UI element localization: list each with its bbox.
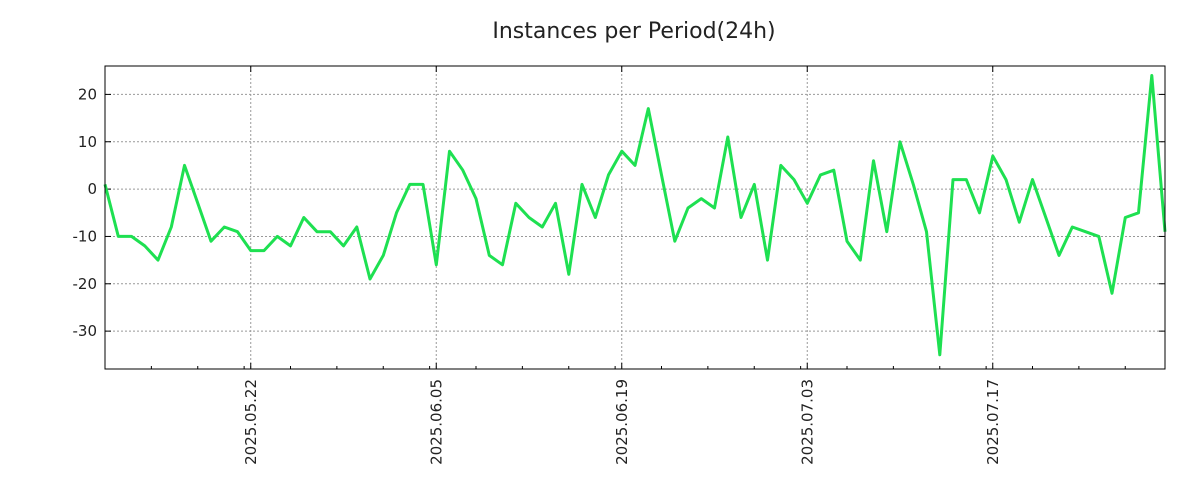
x-tick-label: 2025.06.19 — [613, 379, 631, 465]
series-layer — [103, 74, 1167, 357]
y-tick-label: 0 — [87, 180, 97, 198]
y-axis-ticks: -30 -20 -10 0 10 20 — [73, 85, 1165, 340]
x-tick-label: 2025.07.03 — [798, 379, 816, 465]
x-tick-label: 2025.06.05 — [427, 379, 445, 465]
y-tick-label: -10 — [73, 227, 98, 245]
y-tick-label: 10 — [78, 133, 97, 151]
plot-frame — [104, 65, 1166, 370]
x-tick-label: 2025.07.17 — [984, 379, 1002, 465]
chart-title: Instances per Period(24h) — [492, 19, 775, 44]
x-tick-label: 2025.05.22 — [242, 379, 260, 465]
grid-lines — [105, 66, 1165, 369]
x-axis-ticks: 2025.05.22 2025.06.05 2025.06.19 2025.07.03… — [150, 66, 1126, 465]
y-tick-label: 20 — [78, 85, 97, 103]
y-tick-label: -30 — [73, 322, 98, 340]
y-tick-label: -20 — [73, 275, 98, 293]
series-line-instances — [103, 74, 1167, 357]
